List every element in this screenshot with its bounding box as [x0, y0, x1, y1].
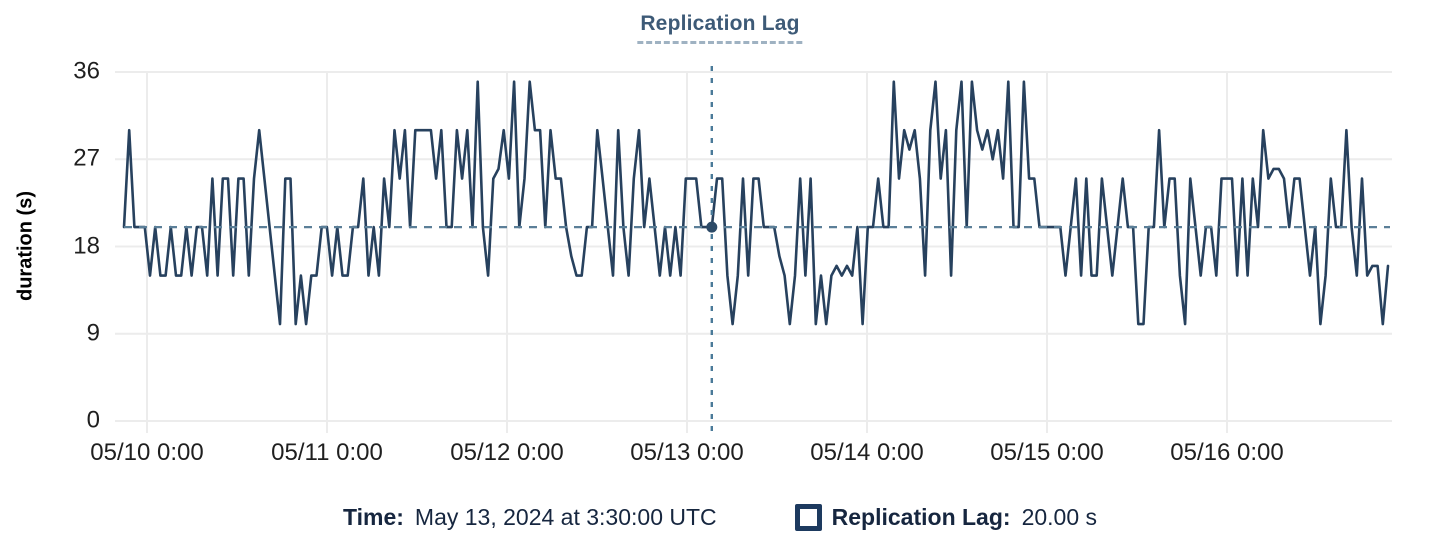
hover-readout: Time: May 13, 2024 at 3:30:00 UTC Replic… — [0, 504, 1440, 531]
x-tick-label: 05/13 0:00 — [630, 439, 744, 466]
time-label: Time: — [342, 504, 404, 530]
series-value: 20.00 s — [1021, 504, 1098, 530]
y-tick-label: 36 — [73, 57, 100, 85]
y-tick-label: 0 — [86, 406, 100, 434]
x-tick-label: 05/15 0:00 — [990, 439, 1104, 466]
x-tick-label: 05/12 0:00 — [450, 439, 564, 466]
time-value: May 13, 2024 at 3:30:00 UTC — [414, 504, 717, 530]
chart-title[interactable]: Replication Lag — [637, 12, 803, 44]
x-tick-label: 05/10 0:00 — [90, 439, 204, 466]
y-tick-label: 9 — [86, 319, 100, 347]
y-tick-label: 18 — [73, 231, 100, 259]
x-tick-label: 05/11 0:00 — [271, 439, 383, 466]
series-swatch-icon — [794, 504, 822, 531]
x-tick-label: 05/14 0:00 — [810, 439, 924, 466]
series-label: Replication Lag: — [831, 504, 1011, 530]
y-tick-label: 27 — [73, 144, 100, 172]
x-tick-label: 05/16 0:00 — [1170, 439, 1284, 466]
